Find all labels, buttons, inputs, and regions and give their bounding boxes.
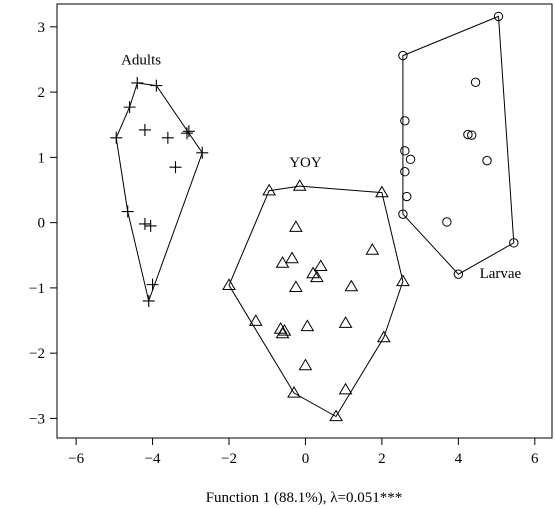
larvae-point [400, 146, 410, 156]
yoy-point [285, 251, 299, 264]
y-tick-label: −3 [29, 411, 45, 427]
larvae-point [463, 129, 473, 140]
adults-point [144, 219, 157, 232]
x-tick-label: −4 [145, 451, 161, 467]
adults-point [121, 205, 134, 218]
yoy-point [298, 358, 313, 371]
larvae-point [400, 167, 410, 177]
yoy-point [376, 330, 391, 343]
axes: −6 −4 −2 0 2 4 6 −3 −2 −1 0 1 2 3 [29, 20, 539, 467]
adults-point [161, 131, 174, 144]
larvae-point [470, 77, 481, 88]
yoy-point [248, 314, 263, 326]
larvae-hull [402, 15, 515, 275]
x-tick-label: 6 [531, 451, 539, 467]
plot-frame [56, 3, 553, 439]
adults-point [169, 161, 182, 174]
yoy-point [300, 319, 315, 332]
larvae-point [405, 154, 416, 165]
larvae-point [467, 130, 477, 140]
yoy-point [344, 279, 359, 292]
y-tick-label: 0 [38, 216, 46, 232]
yoy-point [375, 185, 389, 198]
yoy-point [310, 270, 324, 283]
x-tick-label: −2 [221, 451, 237, 467]
larvae-point [493, 11, 504, 22]
adults-point [110, 131, 123, 144]
convex-hulls [115, 15, 515, 418]
x-axis-label: Function 1 (88.1%), λ=0.051*** [206, 490, 403, 506]
yoy-point [338, 316, 353, 328]
larvae-point [402, 191, 412, 202]
larvae-point [442, 217, 452, 227]
larvae-label: Larvae [480, 266, 522, 282]
larvae-point [482, 155, 492, 166]
yoy-point [287, 385, 301, 398]
adults-point [138, 217, 151, 230]
yoy-point [338, 382, 353, 395]
yoy-point [222, 278, 236, 290]
data-points [110, 11, 519, 422]
yoy-point [329, 409, 343, 422]
x-tick-label: −6 [68, 451, 84, 467]
adults-point [131, 76, 144, 89]
adults-point [146, 278, 159, 291]
larvae-point [509, 238, 519, 248]
adults-point [196, 146, 209, 159]
adults-point [182, 125, 195, 138]
adults-point [142, 294, 155, 307]
yoy-point [275, 256, 290, 268]
adults-hull [115, 82, 203, 303]
adults-point [138, 123, 151, 136]
yoy-point [262, 183, 277, 196]
y-tick-label: 1 [38, 150, 46, 166]
x-tick-label: 2 [378, 451, 386, 467]
yoy-point [289, 220, 303, 232]
adults-label: Adults [121, 53, 161, 69]
yoy-label: YOY [289, 155, 322, 171]
larvae-point [398, 50, 408, 61]
yoy-point [292, 179, 307, 191]
y-tick-label: −2 [29, 346, 45, 362]
yoy-point [275, 326, 290, 339]
yoy-point [273, 322, 288, 334]
larvae-point [400, 116, 410, 126]
yoy-point [396, 274, 410, 287]
x-tick-label: 0 [302, 451, 310, 467]
yoy-point [313, 259, 328, 272]
yoy-point [289, 280, 303, 292]
y-tick-label: 2 [38, 85, 46, 101]
adults-point [150, 79, 163, 92]
x-tick-label: 4 [455, 451, 463, 467]
larvae-point [453, 269, 464, 279]
y-tick-label: 3 [38, 20, 46, 36]
y-tick-label: −1 [29, 281, 45, 297]
yoy-hull [228, 185, 404, 418]
adults-point [180, 127, 193, 140]
larvae-point [398, 209, 408, 219]
adults-point [123, 101, 136, 114]
yoy-point [365, 243, 380, 255]
group-labels: Adults YOY Larvae [121, 53, 521, 282]
